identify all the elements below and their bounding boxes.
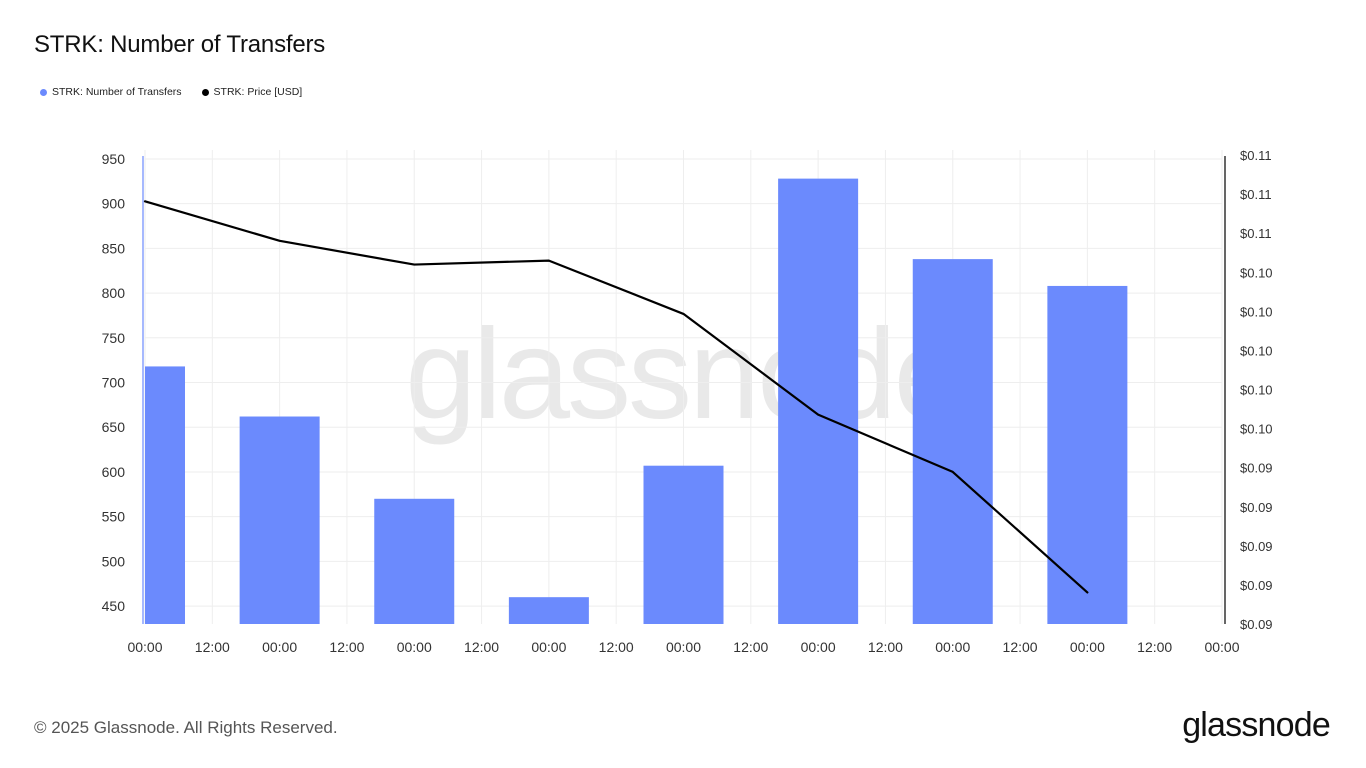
y-right-tick-label: $0.10 xyxy=(1240,383,1273,398)
legend-label-transfers: STRK: Number of Transfers xyxy=(52,86,182,98)
x-tick-label: 00:00 xyxy=(935,639,970,655)
legend-item-price[interactable]: STRK: Price [USD] xyxy=(201,86,303,98)
y-right-tick-label: $0.09 xyxy=(1240,539,1273,554)
x-tick-label: 00:00 xyxy=(262,639,297,655)
x-tick-label: 12:00 xyxy=(1003,639,1038,655)
y-right-tick-label: $0.09 xyxy=(1240,617,1273,632)
x-tick-label: 00:00 xyxy=(1070,639,1105,655)
y-left-tick-label: 700 xyxy=(102,375,126,391)
bar-transfers xyxy=(912,259,993,624)
legend-dot-price xyxy=(201,88,209,96)
legend-item-transfers[interactable]: STRK: Number of Transfers xyxy=(40,86,182,98)
bar-transfers xyxy=(643,465,724,624)
bar-transfers xyxy=(508,597,589,624)
y-right-tick-label: $0.11 xyxy=(1240,148,1272,163)
x-tick-label: 00:00 xyxy=(127,639,162,655)
legend-label-price: STRK: Price [USD] xyxy=(213,86,303,98)
y-left-tick-label: 950 xyxy=(102,151,126,167)
x-tick-label: 12:00 xyxy=(599,639,634,655)
y-right-tick-label: $0.10 xyxy=(1240,422,1273,437)
bar-transfers xyxy=(778,178,859,624)
x-tick-label: 12:00 xyxy=(329,639,364,655)
y-left-tick-label: 800 xyxy=(102,285,126,301)
x-tick-label: 12:00 xyxy=(195,639,230,655)
y-left-tick-label: 900 xyxy=(102,196,126,212)
y-left-tick-label: 500 xyxy=(102,553,126,569)
y-left-tick-label: 850 xyxy=(102,240,126,256)
y-right-tick-label: $0.10 xyxy=(1240,343,1273,358)
y-right-tick-label: $0.10 xyxy=(1240,304,1273,319)
y-left-tick-label: 450 xyxy=(102,598,126,614)
y-right-tick-label: $0.11 xyxy=(1240,187,1272,202)
x-tick-label: 12:00 xyxy=(464,639,499,655)
x-tick-label: 00:00 xyxy=(531,639,566,655)
bar-transfers xyxy=(239,416,320,624)
x-tick-label: 12:00 xyxy=(868,639,903,655)
x-tick-label: 00:00 xyxy=(397,639,432,655)
y-left-tick-label: 550 xyxy=(102,509,126,525)
y-left-tick-label: 650 xyxy=(102,419,126,435)
x-tick-label: 00:00 xyxy=(1204,639,1239,655)
chart-title: STRK: Number of Transfers xyxy=(34,31,326,58)
y-right-tick-label: $0.10 xyxy=(1240,265,1273,280)
y-right-tick-label: $0.09 xyxy=(1240,500,1273,515)
watermark-text: glassnode xyxy=(405,303,962,446)
y-right-tick-label: $0.09 xyxy=(1240,461,1273,476)
x-tick-label: 00:00 xyxy=(801,639,836,655)
bar-transfers xyxy=(1047,285,1128,624)
copyright-text: © 2025 Glassnode. All Rights Reserved. xyxy=(34,718,338,737)
y-left-tick-label: 600 xyxy=(102,464,126,480)
y-right-tick-label: $0.11 xyxy=(1240,226,1272,241)
bar-transfers xyxy=(145,366,185,624)
x-tick-label: 12:00 xyxy=(733,639,768,655)
y-right-tick-label: $0.09 xyxy=(1240,578,1273,593)
x-tick-label: 12:00 xyxy=(1137,639,1172,655)
legend-dot-transfers xyxy=(40,88,47,96)
chart-canvas: glassnode 450 500 550 600 650 700 750 800 850 900 9… xyxy=(102,148,1273,655)
x-tick-label: 00:00 xyxy=(666,639,701,655)
brand-logo: glassnode xyxy=(1182,706,1331,744)
bar-transfers xyxy=(374,498,455,624)
line-price xyxy=(143,200,1089,594)
chart-legend: STRK: Number of Transfers STRK: Price [U… xyxy=(40,86,302,98)
y-left-tick-label: 750 xyxy=(102,330,126,346)
